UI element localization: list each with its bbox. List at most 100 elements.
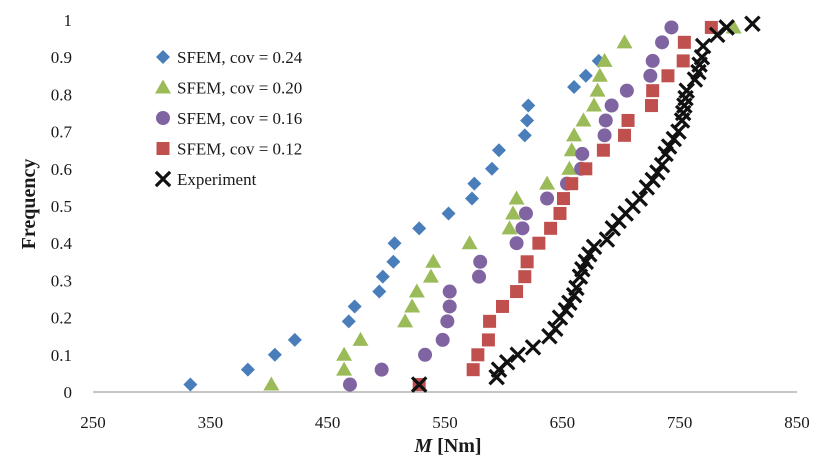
triangle-data-point: [591, 67, 608, 82]
series-group: [412, 20, 718, 392]
circle-data-point: [604, 98, 619, 113]
diamond-data-point: [467, 176, 482, 191]
y-axis-title: Frequency: [18, 159, 40, 250]
x-data-point: [631, 190, 649, 207]
square-data-point: [618, 128, 632, 142]
square-data-point: [466, 363, 480, 377]
x-tick-label: 450: [315, 413, 341, 432]
legend-label: Experiment: [177, 170, 257, 189]
x-data-point: [410, 376, 428, 393]
circle-data-point: [509, 236, 524, 251]
triangle-data-point: [561, 160, 578, 175]
triangle-data-point: [404, 298, 421, 313]
x-data-point: [524, 339, 542, 356]
legend-x-marker: [154, 170, 172, 188]
diamond-data-point: [267, 347, 282, 362]
x-axis-title: M [Nm]: [413, 435, 481, 457]
diamond-data-point: [484, 161, 499, 176]
triangle-data-point: [539, 175, 556, 190]
y-tick-label: 0.9: [51, 48, 72, 67]
triangle-data-point: [263, 376, 280, 391]
circle-data-point: [472, 269, 487, 284]
x-data-point: [657, 145, 674, 163]
square-data-point: [579, 162, 593, 176]
y-tick-label: 0.7: [51, 123, 73, 142]
diamond-data-point: [464, 191, 479, 206]
x-tick-label: 250: [80, 413, 106, 432]
y-tick-label: 0.8: [51, 85, 72, 104]
triangle-data-point: [425, 253, 442, 268]
circle-data-point: [664, 20, 679, 35]
x-data-point: [665, 130, 683, 148]
diamond-data-point: [567, 79, 582, 94]
circle-data-point: [418, 347, 433, 362]
circle-data-point: [598, 113, 613, 128]
x-data-point: [547, 320, 564, 338]
x-data-point: [718, 19, 735, 36]
diamond-data-point: [520, 113, 535, 128]
y-tick-label: 0.2: [51, 309, 72, 328]
series-group: [342, 20, 679, 392]
circle-data-point: [655, 35, 670, 50]
y-tick-label: 1: [64, 11, 73, 30]
y-tick-label: 0: [64, 383, 73, 402]
legend-item: SFEM, cov = 0.24: [156, 48, 303, 67]
y-tick-label: 0.4: [51, 234, 73, 253]
triangle-data-point: [461, 235, 478, 250]
y-tick-label: 0.5: [51, 197, 72, 216]
square-data-point: [596, 143, 610, 157]
triangle-data-point: [501, 220, 518, 235]
x-data-point: [598, 231, 616, 248]
circle-data-point: [575, 146, 590, 161]
series-group: [263, 19, 742, 391]
diamond-data-point: [578, 68, 593, 83]
triangle-data-point: [616, 34, 633, 49]
x-data-point: [694, 37, 712, 55]
triangle-data-point: [352, 331, 369, 346]
triangle-data-point: [505, 205, 522, 220]
square-data-point: [557, 192, 571, 206]
circle-data-point: [619, 83, 634, 98]
diamond-data-point: [441, 206, 456, 221]
square-data-point: [677, 35, 691, 49]
diamond-data-point: [183, 377, 198, 392]
circle-data-point: [473, 254, 488, 269]
diamond-data-point: [517, 128, 532, 143]
series-group: [183, 53, 606, 392]
triangle-data-point: [336, 361, 353, 376]
x-data-point: [644, 171, 661, 189]
square-data-point: [621, 113, 635, 127]
circle-data-point: [515, 221, 530, 236]
diamond-data-point: [491, 143, 506, 158]
diamond-data-point: [240, 362, 255, 377]
circle-data-point: [342, 377, 357, 392]
legend-item: Experiment: [154, 170, 257, 189]
circle-data-point: [442, 284, 457, 299]
circle-data-point: [645, 53, 660, 68]
square-data-point: [532, 236, 546, 250]
square-data-point: [646, 84, 660, 98]
x-tick-label: 350: [198, 413, 224, 432]
triangle-data-point: [508, 190, 525, 205]
diamond-data-point: [386, 254, 401, 269]
triangle-data-point: [422, 268, 439, 283]
square-data-point: [481, 333, 495, 347]
circle-data-point: [540, 191, 555, 206]
circle-data-point: [435, 332, 450, 347]
square-data-point: [520, 255, 534, 269]
diamond-data-point: [521, 98, 536, 113]
x-data-point: [678, 82, 695, 99]
x-data-point: [649, 164, 666, 181]
legend-triangle-marker: [155, 79, 171, 94]
square-data-point: [510, 285, 524, 299]
legend: SFEM, cov = 0.24 SFEM, cov = 0.20 SFEM, co…: [154, 48, 303, 189]
legend-diamond-marker: [156, 50, 170, 64]
series-group: [410, 15, 761, 393]
x-data-point: [561, 294, 578, 311]
triangle-data-point: [336, 346, 353, 361]
triangle-data-point: [589, 82, 606, 97]
x-data-point: [498, 353, 516, 371]
circle-data-point: [518, 206, 533, 221]
square-data-point: [518, 270, 532, 284]
x-data-point: [670, 123, 687, 140]
